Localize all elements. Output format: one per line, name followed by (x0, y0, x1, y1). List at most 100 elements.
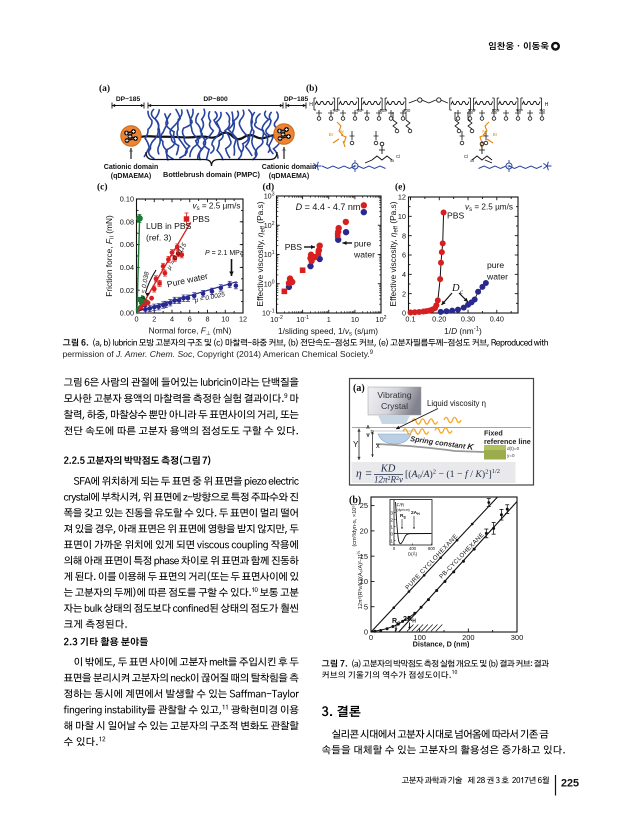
svg-text:(ref. 3): (ref. 3) (146, 233, 171, 243)
svg-text:D = 4.4 - 4.7 nm: D = 4.4 - 4.7 nm (296, 202, 361, 212)
svg-text:0: 0 (364, 628, 368, 637)
svg-text:10: 10 (351, 315, 359, 324)
svg-text:300: 300 (511, 633, 524, 642)
svg-text:45: 45 (390, 159, 394, 163)
svg-text:8: 8 (402, 231, 406, 240)
svg-text:DP~800: DP~800 (203, 96, 228, 103)
svg-text:(e): (e) (395, 182, 406, 193)
svg-text:D: D (371, 429, 375, 435)
svg-text:4: 4 (170, 315, 174, 324)
svg-text:3: 3 (390, 510, 393, 515)
svg-text:102: 102 (376, 315, 387, 324)
svg-text:reference line: reference line (484, 437, 531, 446)
svg-text:N: N (340, 129, 343, 134)
svg-text:6: 6 (402, 251, 406, 260)
svg-text:5: 5 (364, 602, 368, 611)
svg-text:PB-CYCLOHEXANE: PB-CYCLOHEXANE (438, 531, 486, 580)
svg-text:0: 0 (390, 531, 393, 536)
svg-text:10-2: 10-2 (270, 315, 283, 324)
svg-text:DP~185: DP~185 (284, 96, 309, 103)
svg-text:0: 0 (134, 315, 138, 324)
svg-text:0.00: 0.00 (120, 309, 134, 318)
svg-text:10-1: 10-1 (296, 315, 309, 324)
svg-text:Effective viscosity, ηeff (Pa.: Effective viscosity, ηeff (Pa.s) (255, 201, 267, 306)
svg-text:D: D (451, 283, 460, 294)
svg-text:(dyn/cm): (dyn/cm) (397, 508, 410, 512)
svg-text:water: water (486, 272, 508, 282)
svg-text:H: H (309, 102, 313, 108)
svg-text:1/sliding speed, 1/vs (s/µm): 1/sliding speed, 1/vs (s/µm) (278, 326, 378, 338)
svg-text:12π2R2ν: 12π2R2ν (374, 475, 403, 485)
svg-text:2AH: 2AH (403, 614, 416, 625)
svg-text:800: 800 (428, 546, 436, 551)
svg-text:10: 10 (221, 315, 229, 324)
svg-text:0.08: 0.08 (120, 217, 134, 226)
svg-text:0.40: 0.40 (490, 315, 504, 324)
svg-text:Effective viscosity, ηeff (Pa.: Effective viscosity, ηeff (Pa.s) (388, 201, 400, 306)
svg-text:pure: pure (487, 260, 504, 270)
svg-text:0.04: 0.04 (120, 263, 134, 272)
svg-text:KD: KD (380, 464, 396, 475)
svg-text:H: H (545, 102, 549, 108)
svg-text:[(A0/A)2 − (1 − f / K)2]1/2: [(A0/A)2 − (1 − f / K)2]1/2 (405, 468, 500, 481)
svg-text:0.06: 0.06 (120, 240, 134, 249)
svg-text:(a): (a) (353, 383, 365, 394)
svg-text:2: 2 (152, 315, 156, 324)
svg-text:8: 8 (205, 315, 209, 324)
svg-text:Bottlebrush domain (PMPC): Bottlebrush domain (PMPC) (163, 170, 260, 179)
svg-text:2: 2 (390, 517, 393, 522)
svg-text:Distance, D (nm): Distance, D (nm) (413, 640, 470, 649)
svg-text:200: 200 (462, 633, 475, 642)
svg-text:PBS: PBS (447, 211, 464, 221)
svg-text:12π²(R³ν/K)[(A₀/A)²-1]½: 12π²(R³ν/K)[(A₀/A)²-1]½ (355, 551, 364, 610)
svg-text:Cl: Cl (464, 154, 468, 159)
svg-text:12: 12 (398, 193, 406, 202)
svg-text:Pure water: Pure water (166, 271, 209, 289)
svg-text:μ = 0.038: μ = 0.038 (139, 271, 151, 300)
svg-text:0: 0 (402, 309, 406, 318)
svg-text:10: 10 (360, 577, 368, 586)
svg-text:10: 10 (398, 212, 406, 221)
svg-text:25: 25 (360, 501, 368, 510)
svg-text:permission of J. Amer. Chem. S: permission of J. Amer. Chem. Soc, Copyri… (63, 349, 374, 359)
svg-text:0: 0 (393, 546, 396, 551)
svg-text:c: c (460, 288, 464, 296)
svg-text:Normal force, F⊥ (mN): Normal force, F⊥ (mN) (149, 326, 232, 338)
svg-text:(cm³/dyn-s, ×10⁶): (cm³/dyn-s, ×10⁶) (351, 503, 358, 546)
svg-text:0: 0 (369, 633, 373, 642)
svg-text:pure: pure (354, 239, 371, 249)
svg-text:95: 95 (357, 108, 362, 113)
svg-text:DP~185: DP~185 (116, 96, 141, 103)
svg-text:(qDMAEMA): (qDMAEMA) (111, 173, 151, 180)
svg-text:η =: η = (356, 468, 372, 480)
svg-text:y=0: y=0 (507, 453, 515, 458)
svg-text:(a): (a) (99, 83, 110, 94)
svg-text:6: 6 (188, 315, 192, 324)
svg-text:4: 4 (402, 270, 406, 279)
svg-text:Cationic domain: Cationic domain (262, 164, 316, 171)
svg-text:-1: -1 (389, 538, 393, 543)
svg-text:Liquid viscosity η: Liquid viscosity η (427, 399, 486, 408)
svg-text:200: 200 (492, 108, 500, 113)
svg-text:vs = 2.5 µm/s: vs = 2.5 µm/s (193, 202, 241, 213)
svg-text:Rg: Rg (392, 618, 400, 627)
svg-text:Br: Br (493, 132, 498, 137)
svg-text:x: x (376, 441, 380, 450)
svg-text:d(t)=0: d(t)=0 (507, 446, 520, 451)
svg-text:45: 45 (470, 159, 474, 163)
svg-text:N: N (482, 129, 485, 134)
svg-text:Br: Br (329, 132, 334, 137)
svg-text:(qDMAEMA): (qDMAEMA) (269, 173, 309, 180)
svg-text:2: 2 (402, 289, 406, 298)
svg-text:Fixed: Fixed (484, 429, 503, 438)
svg-text:(c): (c) (97, 182, 108, 193)
svg-text:200: 200 (380, 108, 388, 113)
svg-text:1: 1 (390, 524, 393, 529)
svg-text:10-1: 10-1 (262, 309, 275, 318)
svg-text:0.1: 0.1 (405, 315, 415, 324)
svg-text:Friction force, FII (mN): Friction force, FII (mN) (104, 215, 116, 297)
svg-text:Vibrating: Vibrating (377, 390, 411, 400)
svg-text:vs = 2.5 µm/s: vs = 2.5 µm/s (465, 203, 513, 214)
svg-text:water: water (353, 250, 375, 260)
svg-text:15: 15 (360, 552, 368, 561)
